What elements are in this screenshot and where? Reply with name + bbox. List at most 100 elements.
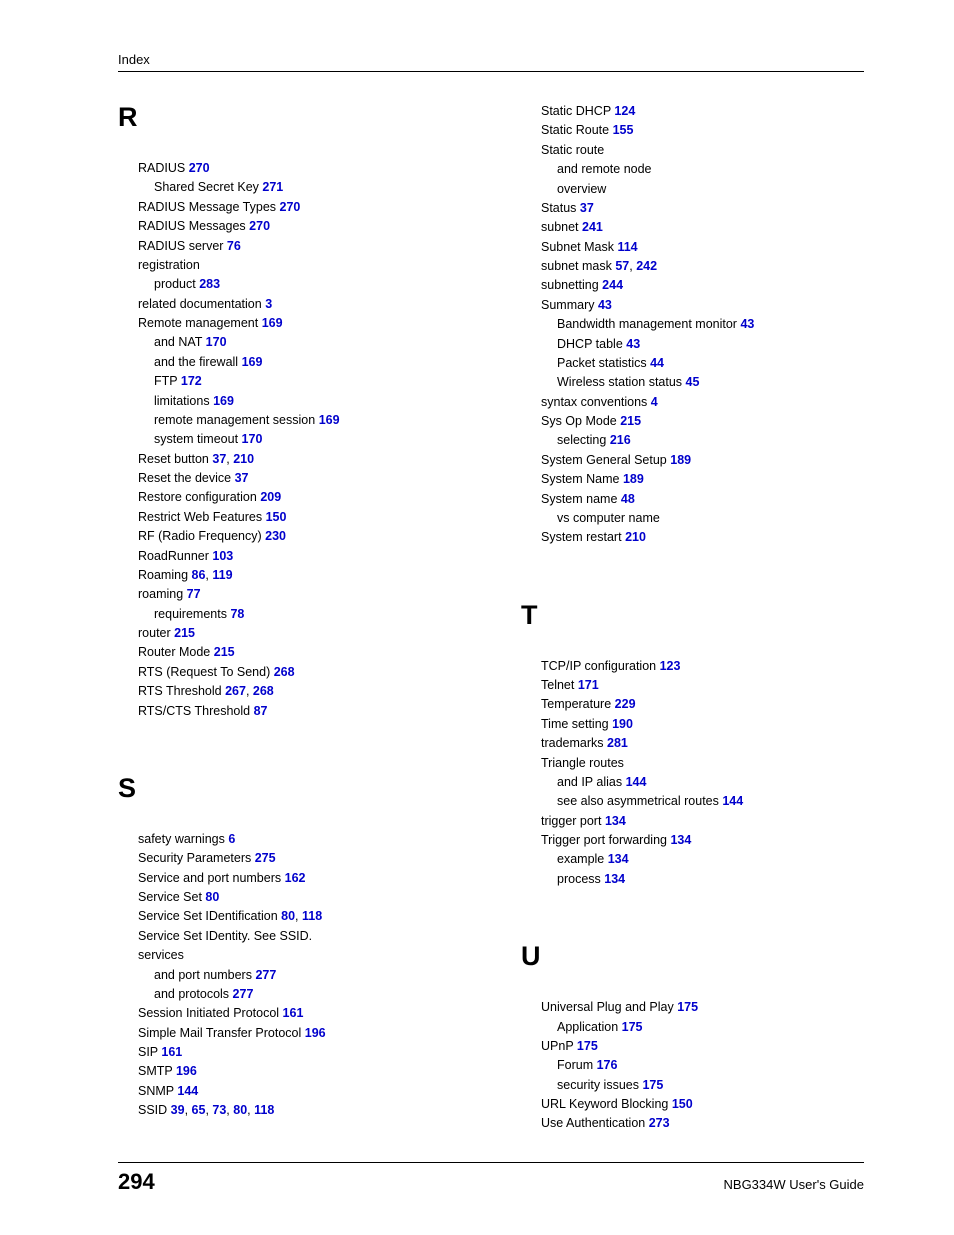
page-ref[interactable]: 171 bbox=[578, 678, 599, 692]
page-ref[interactable]: 162 bbox=[285, 871, 306, 885]
page-ref[interactable]: 118 bbox=[254, 1103, 274, 1117]
page-ref[interactable]: 134 bbox=[608, 852, 629, 866]
page-ref[interactable]: 3 bbox=[265, 297, 272, 311]
page-ref[interactable]: 196 bbox=[305, 1026, 326, 1040]
left-column: RRADIUS 270Shared Secret Key 271RADIUS M… bbox=[118, 102, 461, 1134]
page-ref[interactable]: 37 bbox=[580, 201, 594, 215]
page-ref[interactable]: 114 bbox=[617, 240, 637, 254]
page-ref[interactable]: 215 bbox=[620, 414, 641, 428]
page-ref[interactable]: 268 bbox=[253, 684, 274, 698]
page-ref[interactable]: 39 bbox=[171, 1103, 185, 1117]
page-ref[interactable]: 103 bbox=[212, 549, 233, 563]
page-ref[interactable]: 44 bbox=[650, 356, 664, 370]
page-ref[interactable]: 189 bbox=[623, 472, 644, 486]
page-ref[interactable]: 267 bbox=[225, 684, 246, 698]
page-ref[interactable]: 6 bbox=[228, 832, 235, 846]
page-ref[interactable]: 242 bbox=[636, 259, 657, 273]
page-ref[interactable]: 283 bbox=[199, 277, 220, 291]
page-ref[interactable]: 65 bbox=[192, 1103, 206, 1117]
page-ref[interactable]: 150 bbox=[672, 1097, 693, 1111]
page-ref[interactable]: 230 bbox=[265, 529, 286, 543]
page-ref[interactable]: 124 bbox=[614, 104, 635, 118]
entry-text: SNMP bbox=[138, 1084, 174, 1098]
page-ref[interactable]: 277 bbox=[233, 987, 254, 1001]
page-ref[interactable]: 169 bbox=[213, 394, 234, 408]
index-entry: Service Set IDentity. See SSID. bbox=[138, 927, 461, 946]
page-ref[interactable]: 270 bbox=[249, 219, 270, 233]
page-ref[interactable]: 175 bbox=[642, 1078, 663, 1092]
page-ref[interactable]: 155 bbox=[613, 123, 634, 137]
index-subentry: overview bbox=[557, 180, 864, 199]
page-ref[interactable]: 172 bbox=[181, 374, 202, 388]
index-entry: Summary 43 bbox=[541, 296, 864, 315]
entry-text: subnet mask bbox=[541, 259, 612, 273]
page-ref[interactable]: 244 bbox=[602, 278, 623, 292]
page-ref[interactable]: 45 bbox=[686, 375, 700, 389]
page-ref[interactable]: 80 bbox=[233, 1103, 247, 1117]
page-ref[interactable]: 144 bbox=[722, 794, 743, 808]
page-ref[interactable]: 119 bbox=[212, 568, 232, 582]
page-ref[interactable]: 118 bbox=[302, 909, 322, 923]
page-ref[interactable]: 4 bbox=[651, 395, 658, 409]
entry-text: Wireless station status bbox=[557, 375, 682, 389]
page-ref[interactable]: 161 bbox=[283, 1006, 304, 1020]
page-ref[interactable]: 161 bbox=[161, 1045, 182, 1059]
page-ref[interactable]: 80 bbox=[205, 890, 219, 904]
entry-text: Service Set IDentity. See SSID. bbox=[138, 929, 312, 943]
page-ref[interactable]: 229 bbox=[615, 697, 636, 711]
page-ref[interactable]: 190 bbox=[612, 717, 633, 731]
page-ref[interactable]: 48 bbox=[621, 492, 635, 506]
page-ref[interactable]: 170 bbox=[242, 432, 263, 446]
entry-text: Static route bbox=[541, 143, 604, 157]
page-ref[interactable]: 210 bbox=[625, 530, 646, 544]
page-ref[interactable]: 271 bbox=[262, 180, 283, 194]
page-ref[interactable]: 73 bbox=[212, 1103, 226, 1117]
page-ref[interactable]: 270 bbox=[280, 200, 301, 214]
page-ref[interactable]: 275 bbox=[255, 851, 276, 865]
page-ref[interactable]: 134 bbox=[605, 814, 626, 828]
page-ref[interactable]: 175 bbox=[677, 1000, 698, 1014]
page-ref[interactable]: 57 bbox=[615, 259, 629, 273]
page-ref[interactable]: 169 bbox=[262, 316, 283, 330]
page-ref[interactable]: 169 bbox=[242, 355, 263, 369]
page-ref[interactable]: 78 bbox=[230, 607, 244, 621]
page-ref[interactable]: 268 bbox=[274, 665, 295, 679]
page-ref[interactable]: 216 bbox=[610, 433, 631, 447]
page-ref[interactable]: 270 bbox=[189, 161, 210, 175]
page-ref[interactable]: 210 bbox=[233, 452, 254, 466]
page-ref[interactable]: 241 bbox=[582, 220, 603, 234]
page-ref[interactable]: 281 bbox=[607, 736, 628, 750]
page-ref[interactable]: 80 bbox=[281, 909, 295, 923]
entry-text: RTS/CTS Threshold bbox=[138, 704, 250, 718]
page-ref[interactable]: 134 bbox=[670, 833, 691, 847]
index-entry: SNMP 144 bbox=[138, 1082, 461, 1101]
page-ref[interactable]: 176 bbox=[597, 1058, 618, 1072]
page-ref[interactable]: 144 bbox=[177, 1084, 198, 1098]
page-ref[interactable]: 144 bbox=[626, 775, 647, 789]
page-ref[interactable]: 134 bbox=[604, 872, 625, 886]
page-ref[interactable]: 43 bbox=[598, 298, 612, 312]
page-ref[interactable]: 175 bbox=[622, 1020, 643, 1034]
entry-text: subnetting bbox=[541, 278, 599, 292]
page-ref[interactable]: 77 bbox=[187, 587, 201, 601]
entry-text: safety warnings bbox=[138, 832, 225, 846]
page-ref[interactable]: 209 bbox=[260, 490, 281, 504]
page-ref[interactable]: 76 bbox=[227, 239, 241, 253]
page-ref[interactable]: 196 bbox=[176, 1064, 197, 1078]
page-ref[interactable]: 43 bbox=[626, 337, 640, 351]
page-ref[interactable]: 175 bbox=[577, 1039, 598, 1053]
page-ref[interactable]: 86 bbox=[192, 568, 206, 582]
page-ref[interactable]: 169 bbox=[319, 413, 340, 427]
page-ref[interactable]: 215 bbox=[214, 645, 235, 659]
page-ref[interactable]: 37 bbox=[235, 471, 249, 485]
page-ref[interactable]: 273 bbox=[649, 1116, 670, 1130]
page-ref[interactable]: 150 bbox=[266, 510, 287, 524]
page-ref[interactable]: 277 bbox=[255, 968, 276, 982]
page-ref[interactable]: 123 bbox=[660, 659, 681, 673]
page-ref[interactable]: 215 bbox=[174, 626, 195, 640]
page-ref[interactable]: 87 bbox=[254, 704, 268, 718]
page-ref[interactable]: 170 bbox=[206, 335, 227, 349]
page-ref[interactable]: 189 bbox=[670, 453, 691, 467]
page-ref[interactable]: 37 bbox=[212, 452, 226, 466]
page-ref[interactable]: 43 bbox=[740, 317, 754, 331]
